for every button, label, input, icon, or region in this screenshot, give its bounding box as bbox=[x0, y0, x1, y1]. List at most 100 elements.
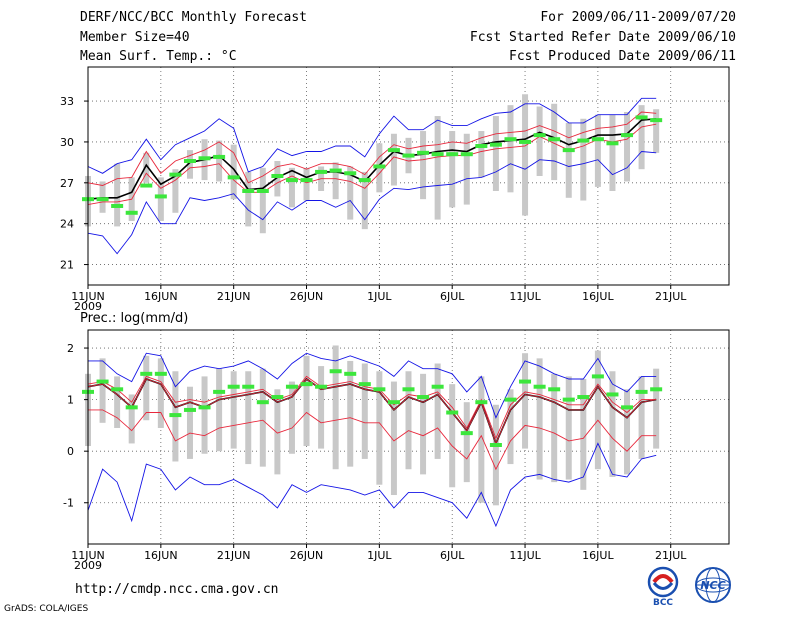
green-marker bbox=[242, 384, 255, 389]
bcc-logo-icon: BCC bbox=[647, 566, 679, 606]
source-url[interactable]: http://cmdp.ncc.cma.gov.cn bbox=[75, 582, 279, 597]
range-bar bbox=[390, 133, 397, 186]
range-bar bbox=[274, 389, 281, 475]
green-marker bbox=[213, 389, 226, 394]
range-bar bbox=[594, 114, 601, 187]
range-bar bbox=[609, 371, 616, 477]
range-bar bbox=[376, 371, 383, 485]
plot-frame bbox=[87, 329, 730, 545]
green-marker bbox=[344, 371, 357, 376]
green-marker bbox=[358, 382, 371, 387]
green-marker bbox=[621, 405, 634, 410]
chart-title: DERF/NCC/BCC Monthly Forecast bbox=[80, 10, 307, 25]
green-marker bbox=[315, 384, 328, 389]
range-bar bbox=[347, 360, 354, 467]
green-marker bbox=[650, 387, 663, 392]
green-marker bbox=[475, 144, 488, 149]
range-bar bbox=[303, 355, 310, 447]
series-ensemble-mean bbox=[87, 118, 657, 200]
range-bar bbox=[434, 116, 441, 220]
green-marker bbox=[183, 159, 196, 164]
range-bar bbox=[522, 94, 529, 216]
green-marker bbox=[519, 139, 532, 144]
range-bar bbox=[463, 133, 470, 205]
green-marker bbox=[96, 197, 109, 202]
green-marker bbox=[635, 389, 648, 394]
x-tick-label: 11JUN bbox=[71, 549, 105, 562]
forecast-period-label: For 2009/06/11-2009/07/20 bbox=[540, 10, 736, 25]
green-marker bbox=[256, 400, 269, 405]
green-marker bbox=[621, 133, 634, 138]
green-marker bbox=[606, 141, 619, 146]
green-marker bbox=[577, 395, 590, 400]
green-marker bbox=[140, 371, 153, 376]
green-marker bbox=[256, 188, 269, 193]
precip-panel-title: Prec.: log(mm/d) bbox=[80, 311, 188, 326]
range-bar bbox=[580, 378, 587, 490]
green-marker bbox=[387, 148, 400, 153]
range-bar bbox=[565, 376, 572, 480]
range-bar bbox=[653, 109, 660, 153]
range-bar bbox=[259, 368, 266, 467]
series-ensemble-median bbox=[87, 378, 657, 445]
x-tick-label: 16JUL bbox=[582, 290, 614, 303]
x-tick-label: 26JUN bbox=[290, 549, 324, 562]
green-marker bbox=[242, 188, 255, 193]
y-tick-label: -1 bbox=[63, 497, 74, 510]
range-bar bbox=[551, 373, 558, 483]
green-marker bbox=[533, 133, 546, 138]
green-marker bbox=[635, 115, 648, 120]
green-marker bbox=[504, 137, 517, 142]
range-bar bbox=[332, 345, 339, 470]
series-maximum bbox=[87, 97, 657, 174]
x-tick-year-label: 2009 bbox=[74, 559, 102, 572]
range-bar bbox=[288, 381, 295, 454]
green-marker bbox=[373, 387, 386, 392]
range-bar bbox=[172, 169, 179, 213]
range-bar bbox=[522, 353, 529, 449]
green-marker bbox=[591, 137, 604, 142]
green-marker bbox=[285, 384, 298, 389]
range-bar bbox=[390, 381, 397, 496]
range-bar bbox=[478, 131, 485, 178]
green-marker bbox=[548, 137, 561, 142]
x-tick-label: 16JUN bbox=[144, 549, 178, 562]
range-bar bbox=[536, 358, 543, 480]
range-bar bbox=[405, 371, 412, 470]
green-marker bbox=[111, 203, 124, 208]
green-marker bbox=[227, 384, 240, 389]
y-tick-label: 21 bbox=[60, 259, 74, 272]
green-marker bbox=[446, 410, 459, 415]
green-marker bbox=[417, 395, 430, 400]
range-bar bbox=[492, 404, 499, 506]
range-bar bbox=[507, 389, 514, 465]
range-bar bbox=[157, 358, 164, 428]
green-marker bbox=[198, 405, 211, 410]
ncc-logo-icon: NCC bbox=[695, 567, 731, 603]
green-marker bbox=[154, 194, 167, 199]
y-tick-label: 1 bbox=[67, 394, 74, 407]
green-marker bbox=[460, 152, 473, 157]
range-bar bbox=[245, 371, 252, 465]
green-marker bbox=[271, 395, 284, 400]
x-tick-label: 21JUL bbox=[655, 549, 687, 562]
range-bar bbox=[230, 144, 237, 200]
range-bar bbox=[245, 171, 252, 227]
x-tick-label: 1JUL bbox=[367, 290, 392, 303]
range-bar bbox=[274, 161, 281, 197]
range-bar bbox=[114, 163, 121, 227]
green-marker bbox=[300, 178, 313, 183]
range-bar bbox=[565, 122, 572, 198]
x-tick-label: 11JUL bbox=[509, 290, 541, 303]
green-marker bbox=[183, 407, 196, 412]
green-marker bbox=[111, 387, 124, 392]
range-bar bbox=[551, 103, 558, 181]
green-marker bbox=[315, 169, 328, 174]
range-bar bbox=[201, 376, 208, 454]
range-bar bbox=[361, 363, 368, 459]
range-bar bbox=[594, 350, 601, 470]
green-marker bbox=[431, 152, 444, 157]
